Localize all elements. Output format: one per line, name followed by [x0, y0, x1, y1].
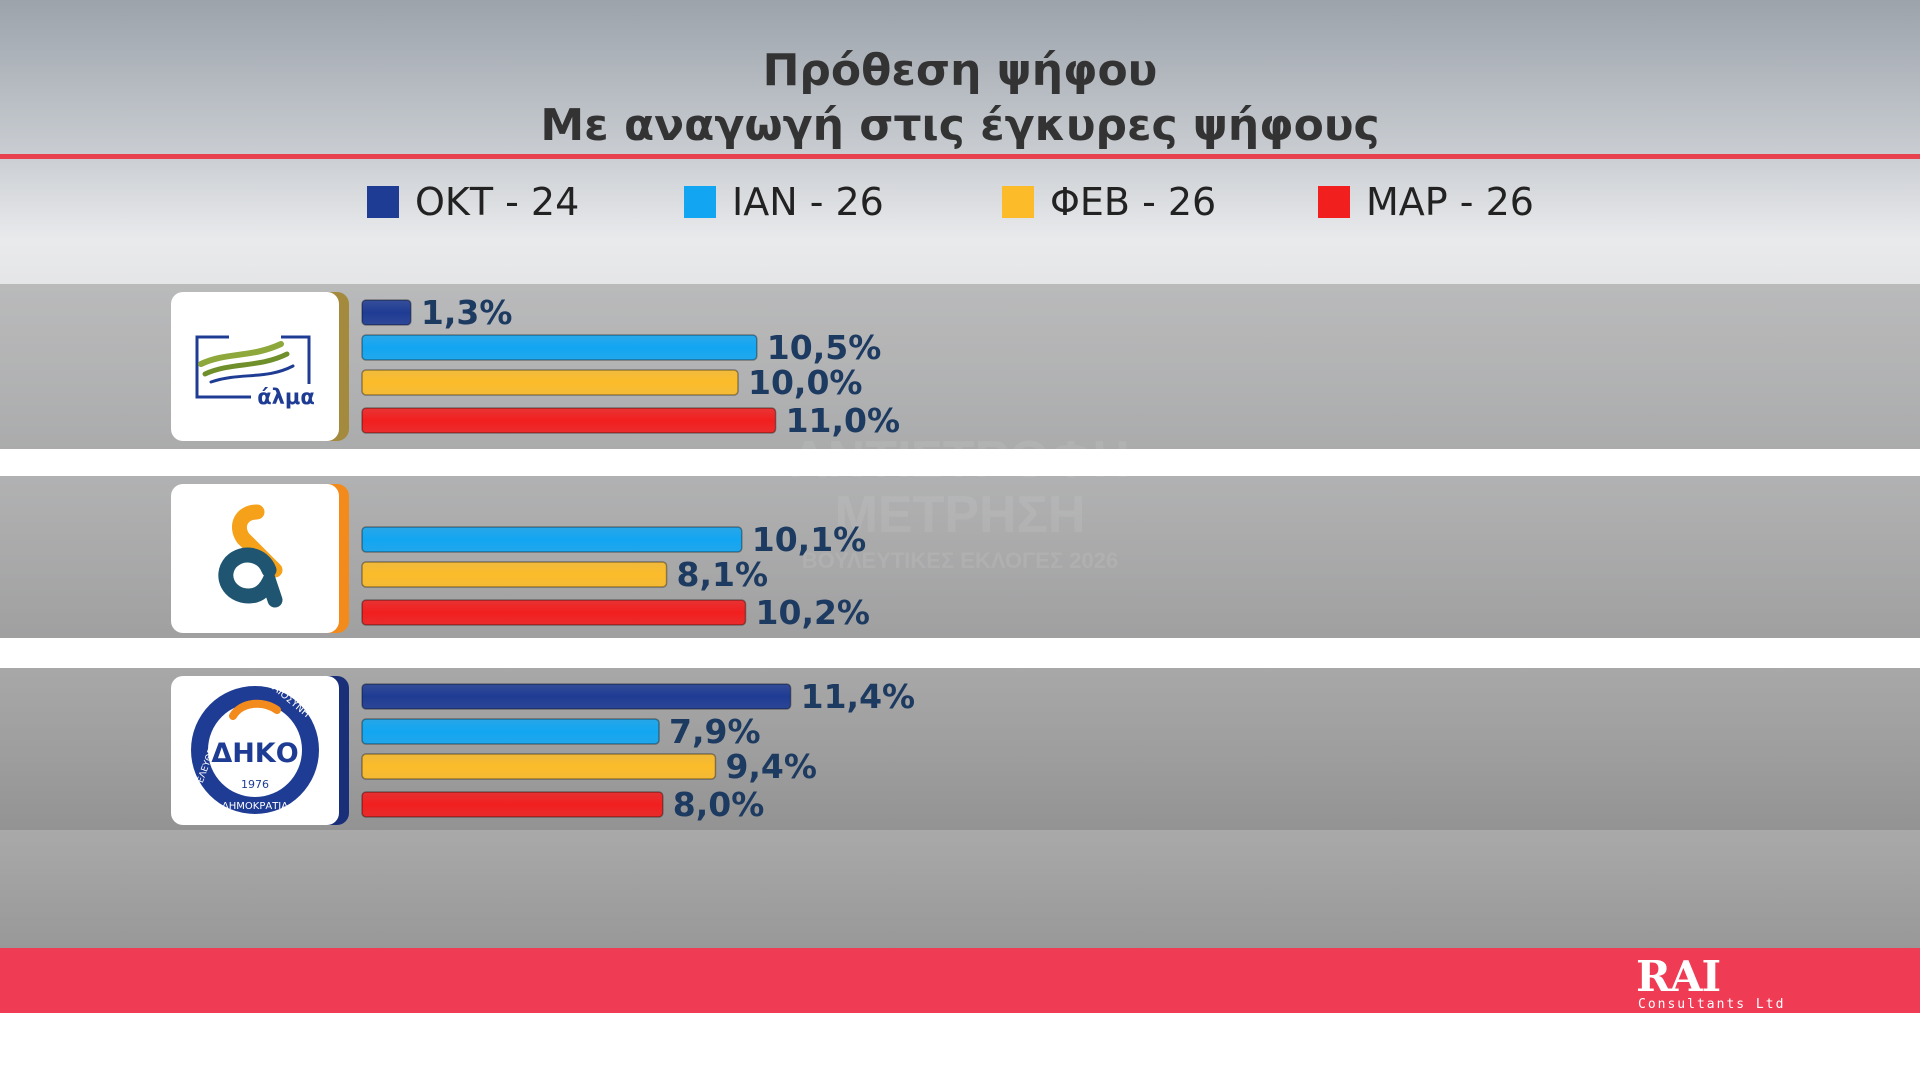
watermark-line: ΜΕΤΡΗΣΗ — [834, 486, 1086, 544]
watermark: ΑΝΤΙΣΤΡΟΦΗ ΜΕΤΡΗΣΗ ΒΟΥΛΕΥΤΙΚΕΣ ΕΚΛΟΓΕΣ 2… — [740, 240, 1180, 600]
watermark-line: ΒΟΥΛΕΥΤΙΚΕΣ ΕΚΛΟΓΕΣ 2026 — [801, 548, 1119, 573]
chart-subtitle: Με αναγωγή στις έγκυρες ψήφους — [540, 100, 1380, 151]
bar-2-3 — [361, 561, 668, 588]
card-face — [171, 484, 339, 633]
bar-1-1 — [361, 299, 412, 326]
bar-value-label: 10,2% — [756, 593, 871, 632]
legend-label: ΟΚΤ - 24 — [415, 180, 580, 224]
bar-value-label: 10,1% — [752, 520, 867, 559]
diko-logo-icon: ΔΗΚΟ 1976 ΔΙΚΑΙΟΣΥΝΗ ΕΛΕΥΘΕΡΙΑ ΔΗΜΟΚΡΑΤΙ… — [191, 676, 319, 814]
diko-logo-text: ΔΗΚΟ — [211, 738, 298, 769]
legend-label: ΙΑΝ - 26 — [732, 180, 884, 224]
bar-chart: 1,3% 10,5%10,0%11,0% 10,1%8,1%10,2% 11,4% 7,… — [361, 293, 916, 824]
alpha-logo-icon — [218, 504, 283, 608]
legend-swatch — [684, 186, 716, 218]
bar-2-2 — [361, 526, 743, 553]
party-card-alpha — [171, 484, 351, 633]
bar-value-label: 7,9% — [669, 712, 761, 751]
bar-value-label: 10,0% — [748, 363, 863, 402]
bar-2-4 — [361, 599, 747, 626]
row-separator — [0, 449, 1920, 476]
legend-label: ΜΑΡ - 26 — [1366, 180, 1534, 224]
diko-logo-year: 1976 — [241, 778, 269, 791]
bar-value-label: 11,0% — [786, 401, 901, 440]
legend-swatch — [1318, 186, 1350, 218]
bar-3-4 — [361, 791, 664, 818]
chart-title: Πρόθεση ψήφου — [762, 45, 1158, 96]
bar-value-label: 8,0% — [673, 785, 765, 824]
rain-logo-subtitle: Consultants Ltd — [1638, 997, 1786, 1012]
legend-swatch — [367, 186, 399, 218]
bar-value-label: 1,3% — [421, 293, 513, 332]
bar-value-label: 11,4% — [801, 677, 916, 716]
diko-ring-bottom: ΔΗΜΟΚΡΑΤΙΑ — [222, 801, 288, 812]
bar-value-label: 10,5% — [767, 328, 882, 367]
bar-3-3 — [361, 753, 717, 780]
bar-1-4 — [361, 407, 777, 434]
card-face: άλμα — [171, 292, 339, 441]
bar-1-3 — [361, 369, 739, 396]
legend-swatch — [1002, 186, 1034, 218]
header-divider — [0, 154, 1920, 159]
bar-3-1 — [361, 683, 792, 710]
bar-1-2 — [361, 334, 758, 361]
bar-value-label: 8,1% — [677, 555, 769, 594]
rain-logo-text: RAI — [1636, 952, 1721, 1001]
party-card-alma: άλμα — [171, 292, 351, 441]
row-separator — [0, 638, 1920, 668]
card-face: ΔΗΚΟ 1976 ΔΙΚΑΙΟΣΥΝΗ ΕΛΕΥΘΕΡΙΑ ΔΗΜΟΚΡΑΤΙ… — [171, 676, 339, 825]
rain-logo: RAI Consultants Ltd — [1636, 952, 1786, 1013]
watermark-line: ΑΝΤΙΣΤΡΟΦΗ — [790, 431, 1130, 489]
bar-value-label: 9,4% — [725, 747, 817, 786]
alma-logo-text: άλμα — [257, 385, 315, 409]
alma-logo-icon: άλμα — [195, 330, 321, 410]
bar-3-2 — [361, 718, 660, 745]
legend-label: ΦΕΒ - 26 — [1050, 180, 1217, 224]
party-card-diko: ΔΗΚΟ 1976 ΔΙΚΑΙΟΣΥΝΗ ΕΛΕΥΘΕΡΙΑ ΔΗΜΟΚΡΑΤΙ… — [171, 676, 351, 825]
chart-stage: Πρόθεση ψήφου Με αναγωγή στις έγκυρες ψή… — [0, 0, 1920, 1013]
footer-bar — [0, 948, 1920, 1013]
